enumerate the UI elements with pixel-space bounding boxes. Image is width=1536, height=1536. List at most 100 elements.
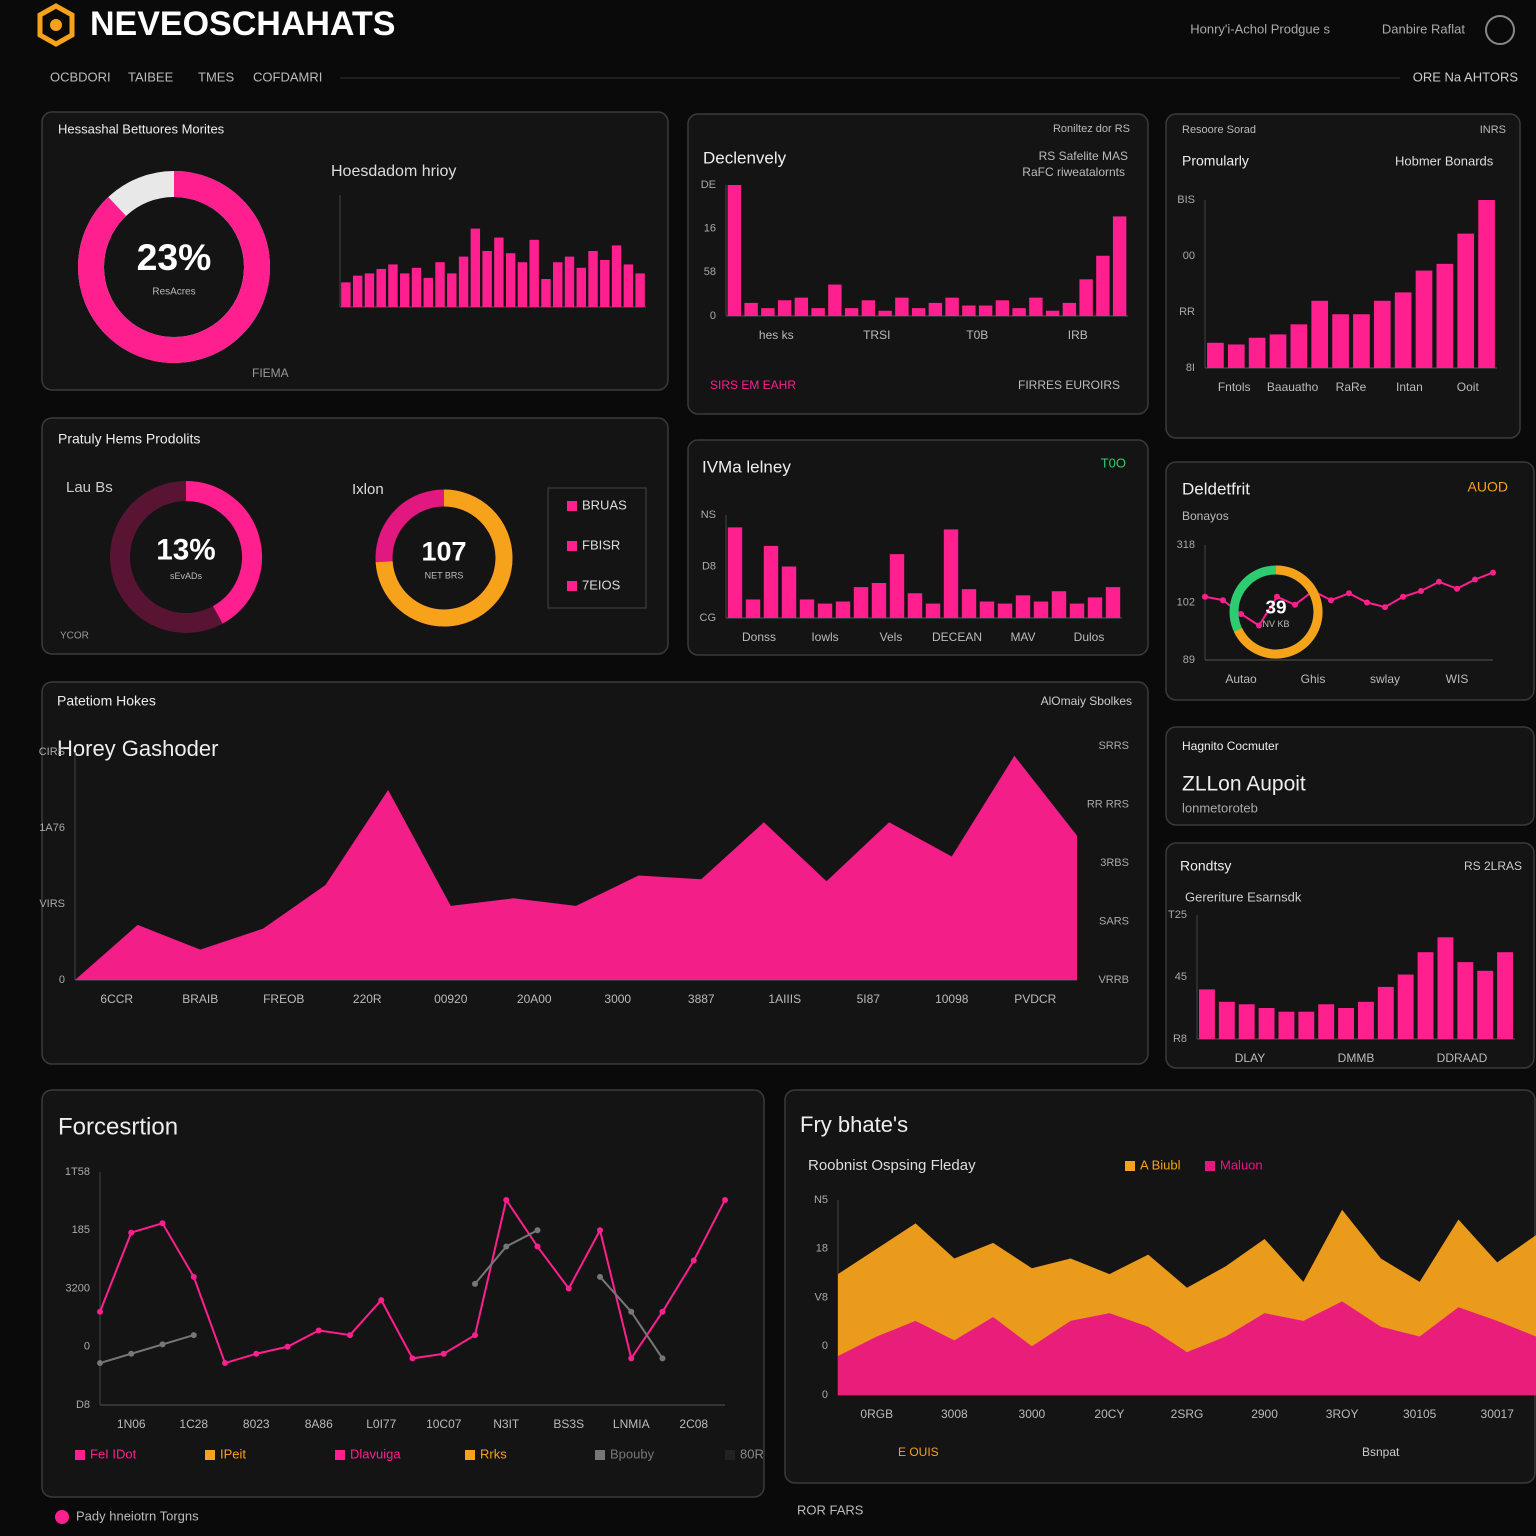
panel-title: Fry bhate's xyxy=(800,1112,908,1137)
y-axis-label: 16 xyxy=(704,223,716,235)
bar xyxy=(588,251,598,307)
y-axis-label: V8 xyxy=(815,1291,828,1303)
bar xyxy=(1417,952,1434,1039)
bar xyxy=(861,300,876,316)
area xyxy=(75,755,1077,980)
x-axis-label: 1N06 xyxy=(117,1417,146,1431)
y2-axis-label: RR RRS xyxy=(1087,798,1129,810)
bar xyxy=(911,308,926,316)
x-axis-label: swlay xyxy=(1370,672,1400,686)
panel-text: Bonayos xyxy=(1182,509,1229,523)
bar xyxy=(1258,1008,1275,1039)
bar xyxy=(1248,337,1266,368)
x-axis-label: 2C08 xyxy=(679,1417,708,1431)
nav-item[interactable]: ORE Na AHTORS xyxy=(1413,69,1519,84)
x-axis-label: 00920 xyxy=(434,992,468,1006)
x-axis-label: Iowls xyxy=(811,630,838,644)
bar xyxy=(1478,200,1495,368)
x-axis-label: 3000 xyxy=(1019,1407,1046,1421)
y-axis-label: T25 xyxy=(1168,909,1187,921)
legend-swatch xyxy=(1205,1161,1215,1171)
nav-item[interactable]: TMES xyxy=(198,69,234,84)
bar xyxy=(811,308,825,316)
y-axis-label: 3200 xyxy=(66,1282,90,1294)
logo-dot xyxy=(50,19,62,31)
header-link[interactable]: Honry'i-Achol Prodgue s xyxy=(1190,21,1330,36)
bar xyxy=(781,566,797,618)
bar xyxy=(1394,292,1412,368)
x-axis-label: 8023 xyxy=(243,1417,270,1431)
x-axis-label: WIS xyxy=(1446,672,1469,686)
bar xyxy=(761,308,775,316)
x-axis-label: L0I77 xyxy=(366,1417,396,1431)
legend-swatch xyxy=(75,1450,85,1460)
bar xyxy=(1045,310,1060,316)
legend-swatch xyxy=(335,1450,345,1460)
x-axis-label: Autao xyxy=(1225,672,1257,686)
panel-title: Declenvely xyxy=(703,148,787,167)
x-axis-label: Ooit xyxy=(1457,380,1480,394)
bar xyxy=(799,599,815,618)
nav-item[interactable]: OCBDORI xyxy=(50,69,111,84)
y-axis-label: 0 xyxy=(84,1341,90,1353)
y-axis-label: 45 xyxy=(1175,971,1187,983)
panel xyxy=(41,1089,765,1498)
y2-axis-label: 3RBS xyxy=(1100,857,1129,869)
legend-label: FeI IDot xyxy=(90,1446,137,1461)
bar xyxy=(1278,1011,1295,1039)
bar xyxy=(995,300,1010,316)
x-axis-label: PVDCR xyxy=(1014,992,1056,1006)
nav-item[interactable]: TAIBEE xyxy=(128,69,174,84)
panel-text: INRS xyxy=(1480,124,1506,136)
bar xyxy=(1096,255,1110,316)
app-title: NEVEOSCHAHATS xyxy=(90,5,395,43)
nav-item[interactable]: COFDAMRI xyxy=(253,69,322,84)
bar xyxy=(1415,270,1433,368)
bar xyxy=(878,310,892,316)
x-axis-label: BRAIB xyxy=(182,992,218,1006)
y-axis-label: 8I xyxy=(1186,362,1195,374)
panel xyxy=(1165,726,1535,826)
legend-label: 7EIOS xyxy=(582,577,621,592)
bar xyxy=(517,262,528,307)
line xyxy=(99,1229,664,1365)
x-axis-label: T0B xyxy=(966,328,988,342)
panel-text: RaFC riweatalornts xyxy=(1022,165,1125,179)
donut-value: 13% xyxy=(156,534,215,567)
x-axis-label: 2900 xyxy=(1251,1407,1278,1421)
x-axis-label: 8A86 xyxy=(305,1417,333,1431)
bar xyxy=(541,279,551,307)
bar xyxy=(529,239,539,307)
bar xyxy=(979,601,995,618)
header-link[interactable]: Danbire Raflat xyxy=(1382,21,1465,36)
bar xyxy=(978,305,993,316)
donut-label: ResAcres xyxy=(152,287,195,298)
donut-value: 39 xyxy=(1265,598,1286,619)
bar xyxy=(576,267,586,307)
x-axis-label: 20A00 xyxy=(517,992,552,1006)
panel-text: Hoesdadom hrioy xyxy=(331,163,456,180)
bar xyxy=(341,282,351,307)
y-axis-label: R8 xyxy=(1173,1033,1187,1045)
panel-title: Rondtsy xyxy=(1180,858,1231,874)
legend-label: Maluon xyxy=(1220,1157,1263,1172)
legend-swatch xyxy=(595,1450,605,1460)
user-icon[interactable] xyxy=(1485,15,1515,45)
y-axis-label: VIRS xyxy=(39,898,65,910)
panel-text: lonmetoroteb xyxy=(1182,800,1258,815)
bar xyxy=(1397,974,1414,1039)
x-axis-label: Baauatho xyxy=(1267,380,1319,394)
bar xyxy=(435,262,445,307)
bar xyxy=(945,297,959,316)
bar xyxy=(1318,1004,1335,1039)
y2-axis-label: SARS xyxy=(1099,915,1129,927)
legend-label: FBISR xyxy=(582,537,620,552)
panel-text: Hobmer Bonards xyxy=(1395,153,1494,168)
x-axis-label: BS3S xyxy=(553,1417,584,1431)
bar xyxy=(1437,937,1454,1039)
panel-text: FIRRES EUROIRS xyxy=(1018,378,1120,392)
x-axis-label: DECEAN xyxy=(932,630,982,644)
bar xyxy=(744,302,758,316)
y-axis-label: 89 xyxy=(1183,654,1195,666)
x-axis-label: DMMB xyxy=(1338,1051,1375,1065)
